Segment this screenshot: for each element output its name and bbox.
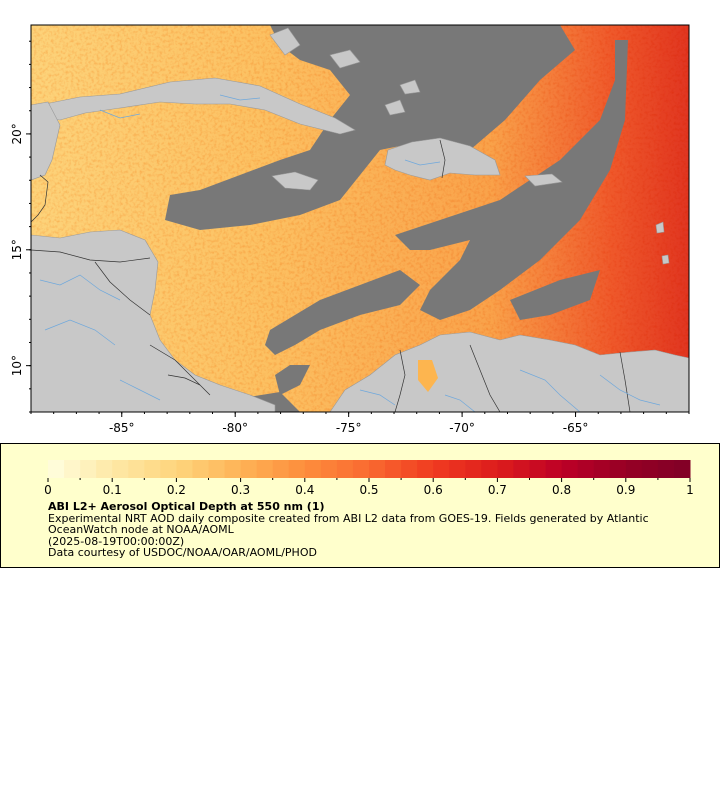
lon-tick-label: -70° bbox=[449, 421, 475, 435]
colorbar-tick-label: 0.8 bbox=[552, 483, 571, 497]
country-borders bbox=[31, 139, 631, 412]
lat-tick-label: 15° bbox=[10, 239, 24, 260]
land-cuba bbox=[39, 77, 356, 135]
aod-map[interactable]: -85° -80° -75° -70° -65° 10° 15° 20° bbox=[0, 0, 720, 440]
colorbar-block bbox=[433, 460, 450, 478]
colorbar: 0 0.1 0.2 0.3 0.4 0.5 0.6 0.7 0.8 0.9 1 bbox=[44, 460, 694, 497]
colorbar-tick-label: 0.9 bbox=[616, 483, 635, 497]
lat-axis: 10° 15° 20° bbox=[10, 40, 31, 413]
colorbar-block bbox=[385, 460, 402, 478]
land-puerto-rico bbox=[524, 173, 563, 187]
colorbar-block bbox=[352, 460, 370, 478]
land-masses bbox=[31, 27, 689, 412]
land-central-america bbox=[31, 229, 276, 412]
colorbar-block bbox=[176, 460, 193, 478]
colorbar-tick-label: 0.5 bbox=[359, 483, 378, 497]
colorbar-block bbox=[625, 460, 643, 478]
colorbar-blocks bbox=[48, 460, 691, 478]
legend-text: ABI L2+ Aerosol Optical Depth at 550 nm … bbox=[48, 501, 708, 559]
land-yucatan bbox=[31, 101, 61, 181]
colorbar-block bbox=[481, 460, 498, 478]
colorbar-block bbox=[336, 460, 354, 478]
colorbar-block bbox=[497, 460, 514, 478]
colorbar-block bbox=[80, 460, 97, 478]
lon-tick-label: -85° bbox=[109, 421, 135, 435]
colorbar-block bbox=[529, 460, 547, 478]
legend-date: (2025-08-19T00:00:00Z) bbox=[48, 534, 185, 548]
land-south-america bbox=[329, 331, 689, 412]
colorbar-block bbox=[256, 460, 274, 478]
colorbar-block bbox=[401, 460, 418, 478]
colorbar-block bbox=[128, 460, 145, 478]
colorbar-tick-label: 0.3 bbox=[231, 483, 250, 497]
colorbar-block bbox=[449, 460, 466, 478]
legend-description: Experimental NRT AOD daily composite cre… bbox=[48, 511, 653, 536]
colorbar-block bbox=[160, 460, 177, 478]
colorbar-tick-label: 0.2 bbox=[167, 483, 186, 497]
colorbar-block bbox=[417, 460, 434, 478]
colorbar-block bbox=[320, 460, 338, 478]
colorbar-block bbox=[192, 460, 209, 478]
colorbar-block bbox=[64, 460, 81, 478]
colorbar-tick-label: 0.1 bbox=[103, 483, 122, 497]
lat-tick-label: 10° bbox=[10, 355, 24, 376]
colorbar-block bbox=[288, 460, 306, 478]
colorbar-block bbox=[657, 460, 675, 478]
colorbar-block bbox=[609, 460, 627, 478]
colorbar-tick-label: 1 bbox=[686, 483, 694, 497]
colorbar-ticks: 0 0.1 0.2 0.3 0.4 0.5 0.6 0.7 0.8 0.9 1 bbox=[44, 478, 694, 497]
rivers bbox=[39, 94, 661, 412]
colorbar-block bbox=[593, 460, 611, 478]
colorbar-block bbox=[577, 460, 595, 478]
colorbar-tick-label: 0.6 bbox=[424, 483, 443, 497]
colorbar-block bbox=[48, 460, 65, 478]
colorbar-block bbox=[240, 460, 258, 478]
land-hispaniola bbox=[384, 137, 501, 181]
lon-tick-label: -75° bbox=[336, 421, 362, 435]
no-data-areas bbox=[31, 25, 628, 412]
colorbar-block bbox=[673, 460, 691, 478]
colorbar-block bbox=[513, 460, 530, 478]
colorbar-block bbox=[144, 460, 161, 478]
colorbar-block bbox=[545, 460, 563, 478]
colorbar-block bbox=[208, 460, 226, 478]
colorbar-tick-label: 0.4 bbox=[295, 483, 314, 497]
map-panel: -85° -80° -75° -70° -65° 10° 15° 20° bbox=[0, 0, 720, 440]
colorbar-block bbox=[369, 460, 386, 478]
lat-tick-label: 20° bbox=[10, 123, 24, 144]
colorbar-tick-label: 0.7 bbox=[488, 483, 507, 497]
colorbar-block bbox=[465, 460, 482, 478]
map-frame bbox=[30, 24, 690, 413]
colorbar-block bbox=[561, 460, 579, 478]
colorbar-tick-label: 0 bbox=[44, 483, 52, 497]
land-jamaica bbox=[271, 171, 319, 191]
colorbar-block bbox=[112, 460, 129, 478]
colorbar-block bbox=[224, 460, 242, 478]
lon-tick-label: -80° bbox=[222, 421, 248, 435]
colorbar-block bbox=[641, 460, 659, 478]
legend-panel: 0 0.1 0.2 0.3 0.4 0.5 0.6 0.7 0.8 0.9 1 ABI L2+ Ae… bbox=[0, 443, 720, 568]
lon-axis: -85° -80° -75° -70° -65° bbox=[30, 412, 690, 435]
legend-title: ABI L2+ Aerosol Optical Depth at 550 nm … bbox=[48, 500, 325, 513]
colorbar-block bbox=[272, 460, 290, 478]
colorbar-block bbox=[96, 460, 113, 478]
lon-tick-label: -65° bbox=[563, 421, 589, 435]
colorbar-block bbox=[304, 460, 322, 478]
legend-credit: Data courtesy of USDOC/NOAA/OAR/AOML/PHO… bbox=[48, 546, 317, 559]
